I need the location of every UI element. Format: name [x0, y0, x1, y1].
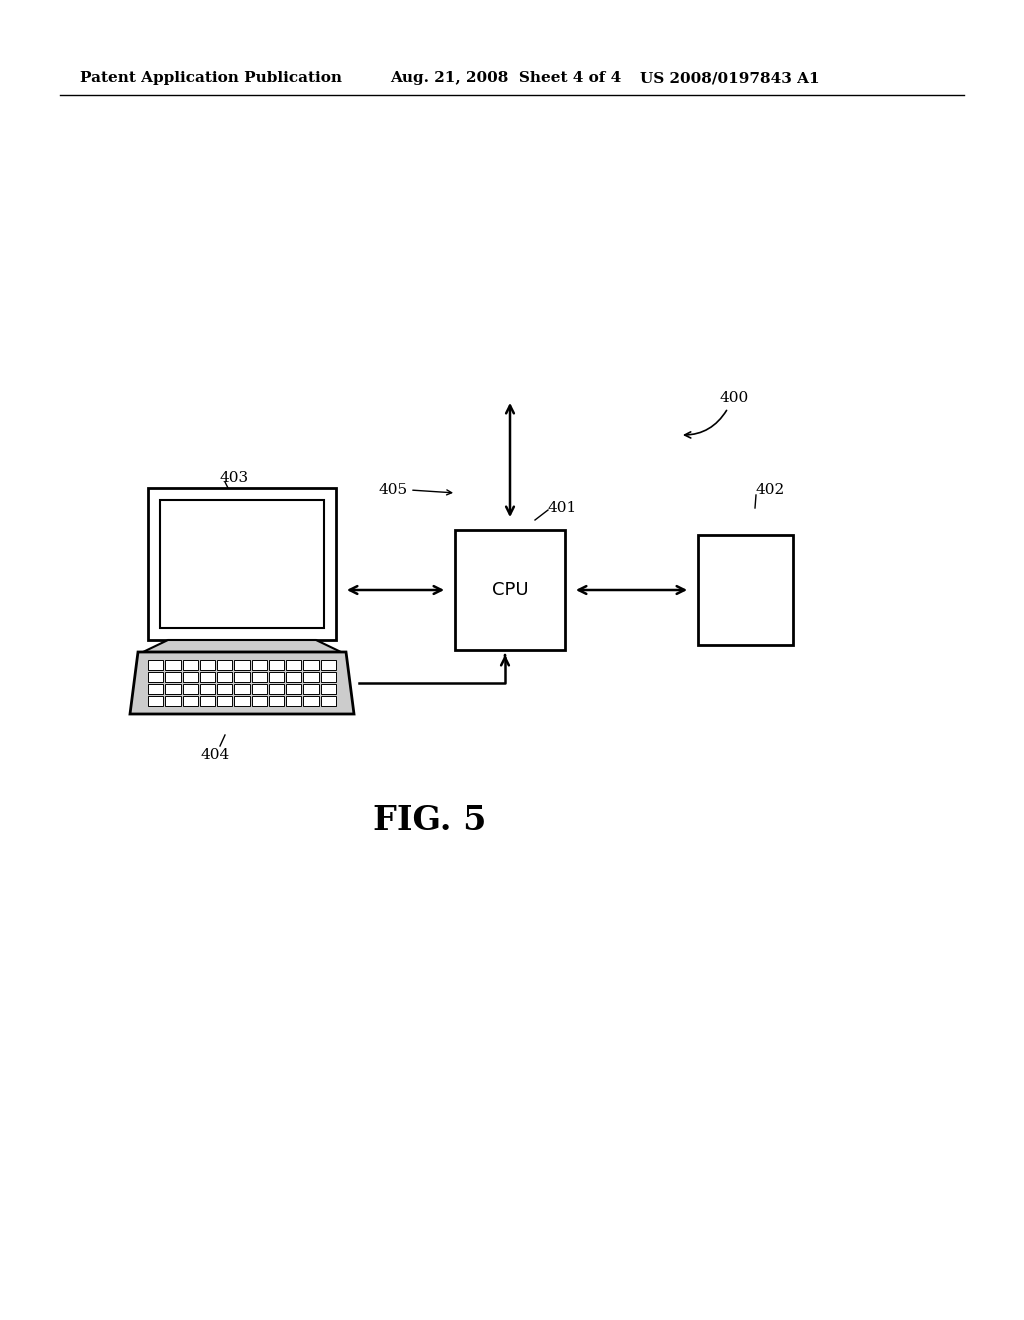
Bar — [269, 696, 285, 706]
Bar — [148, 672, 163, 682]
Bar — [165, 660, 180, 671]
Bar — [217, 672, 232, 682]
Bar — [252, 672, 267, 682]
Text: 401: 401 — [548, 502, 578, 515]
Text: 400: 400 — [720, 391, 750, 405]
Text: Aug. 21, 2008  Sheet 4 of 4: Aug. 21, 2008 Sheet 4 of 4 — [390, 71, 622, 84]
Text: 405: 405 — [379, 483, 408, 498]
Text: FIG. 5: FIG. 5 — [374, 804, 486, 837]
Bar — [321, 684, 336, 694]
Bar — [252, 696, 267, 706]
Bar — [321, 696, 336, 706]
Bar — [148, 488, 336, 640]
Bar — [200, 696, 215, 706]
Bar — [200, 672, 215, 682]
Bar — [182, 696, 198, 706]
Bar — [234, 684, 250, 694]
Bar — [303, 672, 318, 682]
Bar — [303, 696, 318, 706]
Bar — [269, 672, 285, 682]
Bar — [286, 672, 301, 682]
Bar — [148, 684, 163, 694]
Text: US 2008/0197843 A1: US 2008/0197843 A1 — [640, 71, 819, 84]
Text: CPU: CPU — [492, 581, 528, 599]
Bar — [165, 684, 180, 694]
Text: Patent Application Publication: Patent Application Publication — [80, 71, 342, 84]
Bar — [234, 696, 250, 706]
Bar — [455, 531, 565, 649]
Text: 404: 404 — [201, 748, 229, 762]
Bar — [286, 660, 301, 671]
Bar — [303, 684, 318, 694]
Bar — [165, 672, 180, 682]
Bar — [148, 696, 163, 706]
Text: 403: 403 — [220, 471, 249, 484]
Bar — [286, 684, 301, 694]
Bar — [182, 672, 198, 682]
Text: 402: 402 — [756, 483, 785, 498]
Bar — [321, 672, 336, 682]
Bar — [160, 500, 324, 628]
Bar — [303, 660, 318, 671]
Bar — [252, 684, 267, 694]
Bar — [165, 696, 180, 706]
Bar — [321, 660, 336, 671]
Bar — [217, 696, 232, 706]
Bar — [269, 660, 285, 671]
Bar — [182, 660, 198, 671]
Bar — [234, 672, 250, 682]
Bar — [200, 660, 215, 671]
Bar — [286, 696, 301, 706]
Bar — [234, 660, 250, 671]
Bar — [252, 660, 267, 671]
Polygon shape — [143, 640, 341, 652]
Bar — [182, 684, 198, 694]
Bar — [269, 684, 285, 694]
Bar — [200, 684, 215, 694]
Polygon shape — [130, 652, 354, 714]
Bar — [217, 684, 232, 694]
Bar — [217, 660, 232, 671]
Bar — [148, 660, 163, 671]
Bar — [698, 535, 793, 645]
